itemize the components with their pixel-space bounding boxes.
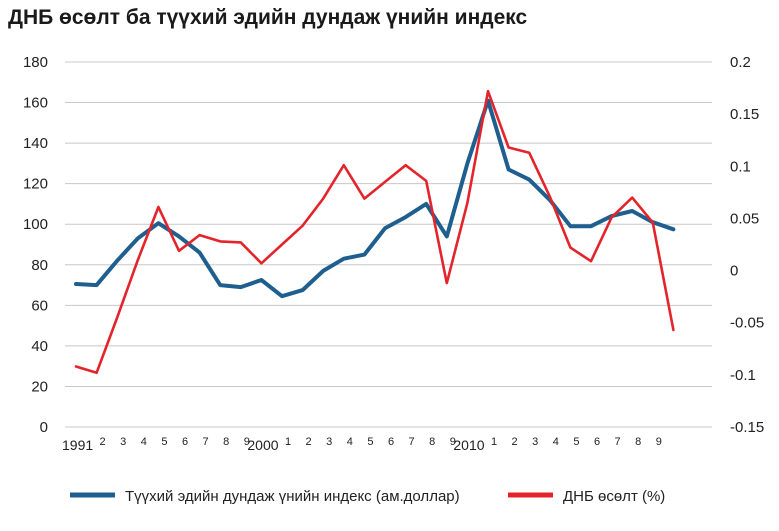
y-axis-left: 0 20 40 60 80 100 120 140 160 180 xyxy=(23,54,48,436)
x-tick-label: 3 xyxy=(120,436,126,448)
y-right-tick-label: -0.15 xyxy=(730,419,764,436)
x-tick-label: 6 xyxy=(594,436,600,448)
x-tick-label: 6 xyxy=(388,436,394,448)
x-tick-label: 9 xyxy=(244,436,250,448)
y-right-tick-label: -0.05 xyxy=(730,315,764,332)
y-left-tick-label: 20 xyxy=(31,378,48,395)
x-tick-label: 7 xyxy=(203,436,209,448)
chart-title: ДНБ өсөлт ба түүхий эдийн дундаж үнийн и… xyxy=(8,6,528,29)
x-tick-label: 2010 xyxy=(453,437,484,453)
x-tick-label: 2000 xyxy=(247,437,278,453)
x-tick-label: 4 xyxy=(347,436,353,448)
y-right-tick-label: 0.2 xyxy=(730,54,751,71)
series-line xyxy=(74,89,675,375)
y-left-tick-label: 100 xyxy=(23,216,48,233)
x-tick-label: 3 xyxy=(532,436,538,448)
y-right-tick-label: 0.15 xyxy=(730,106,759,123)
y-right-tick-label: -0.1 xyxy=(730,367,756,384)
x-tick-label: 5 xyxy=(367,436,373,448)
y-left-tick-label: 180 xyxy=(23,54,48,71)
x-tick-label: 2 xyxy=(100,436,106,448)
legend-label: Түүхий эдийн дундаж үнийн индекс (ам.дол… xyxy=(125,488,460,505)
x-tick-label: 2 xyxy=(306,436,312,448)
x-tick-label: 7 xyxy=(615,436,621,448)
y-axis-right: -0.15 -0.1 -0.05 0 0.05 0.1 0.15 0.2 xyxy=(730,54,764,436)
x-tick-label: 8 xyxy=(635,436,641,448)
x-tick-label: 9 xyxy=(656,436,662,448)
x-tick-label: 8 xyxy=(223,436,229,448)
series-lines xyxy=(74,89,676,375)
x-tick-label: 4 xyxy=(141,436,147,448)
x-tick-label: 8 xyxy=(429,436,435,448)
y-left-tick-label: 60 xyxy=(31,297,48,314)
x-tick-label: 3 xyxy=(326,436,332,448)
series-line xyxy=(74,98,676,299)
y-left-tick-label: 40 xyxy=(31,338,48,355)
x-tick-label: 5 xyxy=(573,436,579,448)
y-right-tick-label: 0.1 xyxy=(730,158,751,175)
legend: Түүхий эдийн дундаж үнийн индекс (ам.дол… xyxy=(70,488,665,505)
y-left-tick-label: 160 xyxy=(23,95,48,112)
y-left-tick-label: 120 xyxy=(23,176,48,193)
x-tick-label: 6 xyxy=(182,436,188,448)
x-tick-label: 5 xyxy=(161,436,167,448)
y-left-tick-label: 0 xyxy=(40,419,48,436)
y-left-tick-label: 80 xyxy=(31,257,48,274)
x-tick-label: 4 xyxy=(553,436,559,448)
x-tick-label: 9 xyxy=(450,436,456,448)
x-tick-label: 1991 xyxy=(62,437,93,453)
x-tick-label: 2 xyxy=(512,436,518,448)
grid-lines xyxy=(65,61,712,428)
y-left-tick-label: 140 xyxy=(23,135,48,152)
x-tick-label: 7 xyxy=(409,436,415,448)
x-tick-label: 1 xyxy=(285,436,291,448)
y-right-tick-label: 0.05 xyxy=(730,210,759,227)
x-tick-label: 1 xyxy=(491,436,497,448)
legend-label: ДНБ өсөлт (%) xyxy=(563,488,665,505)
y-right-tick-label: 0 xyxy=(730,263,738,280)
